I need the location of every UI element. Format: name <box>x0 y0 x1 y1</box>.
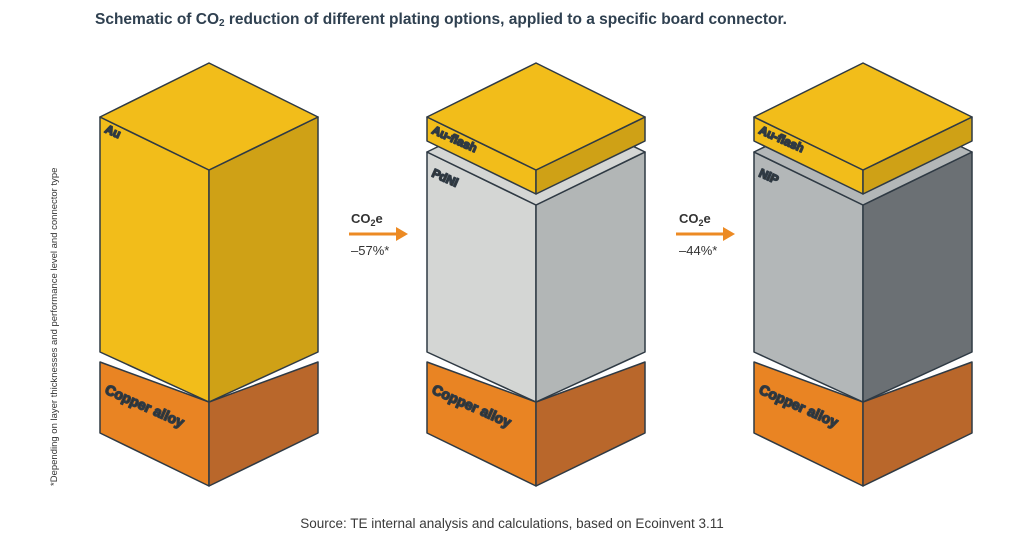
au-flash-top-face <box>426 62 646 171</box>
column-pdni: Au-flash PdNi Copper alloy <box>426 62 646 487</box>
copper-base-right-face <box>535 361 646 487</box>
au-label: Au <box>103 122 123 141</box>
reduction-arrow-2: CO2e –44%* <box>676 211 735 258</box>
diagram-title: Schematic of CO2 reduction of different … <box>95 11 787 29</box>
arrow-head <box>396 227 408 241</box>
co2e-label: CO2e <box>679 211 711 228</box>
copper-base-right-face <box>208 361 319 487</box>
au-block-top-face <box>99 62 319 171</box>
column-au: Au Copper alloy <box>99 62 319 487</box>
arrow-head <box>723 227 735 241</box>
reduction-arrow-1: CO2e –57%* <box>349 211 408 258</box>
copper-base-right-face <box>862 361 973 487</box>
source-note: Source: TE internal analysis and calcula… <box>300 516 724 531</box>
reduction-value: –57%* <box>351 243 389 258</box>
reduction-value: –44%* <box>679 243 717 258</box>
co2e-label: CO2e <box>351 211 383 228</box>
column-nip: Au-flash NiP Copper alloy <box>753 62 973 487</box>
au-flash-top-face <box>753 62 973 171</box>
